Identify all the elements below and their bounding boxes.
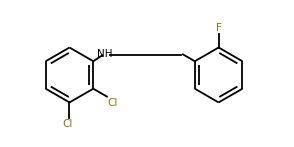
Text: F: F [216,23,222,33]
Text: Cl: Cl [62,119,73,129]
Text: NH: NH [97,49,113,59]
Text: Cl: Cl [108,98,118,108]
